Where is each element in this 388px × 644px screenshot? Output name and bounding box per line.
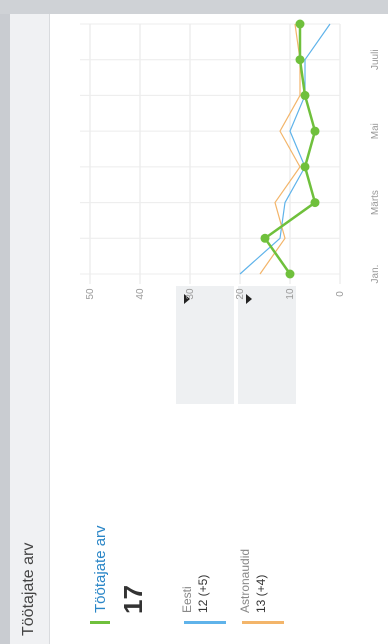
- series-point: [260, 233, 270, 243]
- y-tick-label: 20: [235, 288, 246, 300]
- chart-series: [239, 19, 331, 279]
- y-tick-label: 40: [135, 288, 146, 300]
- series-point: [310, 126, 320, 136]
- x-tick-label: Jan.: [370, 265, 381, 284]
- kpi-label-row: Töötajate arv: [90, 525, 110, 624]
- eesti-swatch: [184, 621, 226, 624]
- series-name: Astronaudid: [238, 548, 252, 613]
- y-tick-label: 10: [285, 288, 296, 300]
- series-line-0: [263, 24, 317, 275]
- series-point: [285, 269, 295, 279]
- total-series-swatch: [90, 621, 110, 624]
- series-point: [295, 19, 305, 29]
- series-point: [310, 198, 320, 208]
- y-tick-label: 30: [185, 288, 196, 300]
- series-value: 12 (+5): [196, 574, 210, 613]
- employee-line-chart: 0 10 20 30 40 50 Jan. Märts Mai Juuli: [80, 19, 381, 300]
- chart-ticks: 0 10 20 30 40 50 Jan. Märts Mai Juuli: [85, 49, 381, 299]
- kpi-label: Töötajate arv: [91, 525, 109, 613]
- series-name: Eesti: [180, 586, 194, 613]
- x-tick-label: Juuli: [370, 49, 381, 70]
- series-value: 13 (+4): [254, 574, 268, 613]
- astronaudid-swatch: [242, 621, 284, 624]
- series-item-astronaudid[interactable]: Astronaudid 13 (+4): [238, 549, 298, 624]
- y-tick-label: 50: [85, 288, 96, 300]
- widget-title: Töötajate arv: [20, 542, 37, 636]
- series-item-eesti[interactable]: Eesti 12 (+5): [180, 575, 240, 624]
- kpi-value: 17: [118, 585, 148, 614]
- series-line-1: [239, 23, 331, 275]
- series-point: [300, 162, 310, 172]
- x-tick-label: Mai: [370, 123, 381, 139]
- series-point: [295, 55, 305, 65]
- x-tick-label: Märts: [370, 190, 381, 215]
- right-frame-strip: [0, 0, 388, 14]
- series-point: [300, 90, 310, 100]
- y-tick-label: 0: [335, 291, 346, 297]
